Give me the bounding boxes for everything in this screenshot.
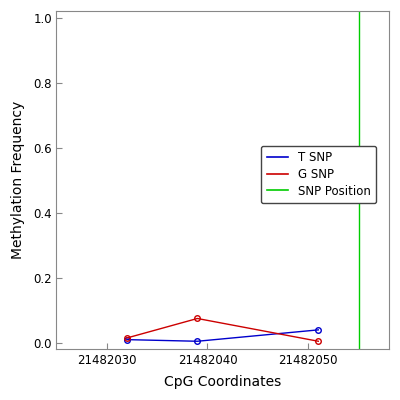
X-axis label: CpG Coordinates: CpG Coordinates [164, 375, 281, 389]
Y-axis label: Methylation Frequency: Methylation Frequency [11, 101, 25, 259]
Legend: T SNP, G SNP, SNP Position: T SNP, G SNP, SNP Position [261, 146, 376, 204]
